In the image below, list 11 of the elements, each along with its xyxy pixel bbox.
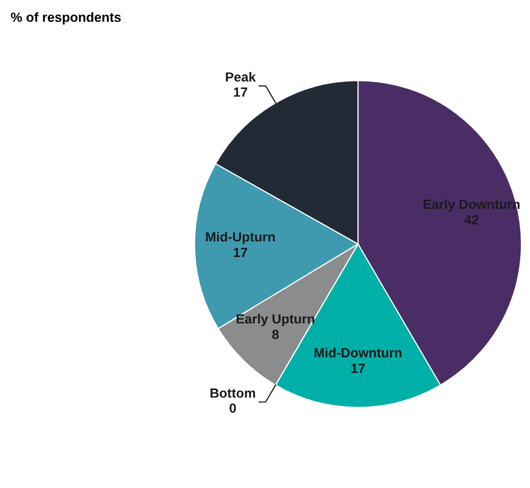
data-label: 8 <box>272 330 279 340</box>
data-label: 17 <box>351 364 365 373</box>
legend-label: Bottom <box>210 388 256 398</box>
slice-label: Peak <box>226 72 256 82</box>
data-label: 42 <box>464 215 478 224</box>
data-label: 17 <box>234 248 248 257</box>
text: 0 <box>230 403 236 413</box>
slice-label: Mid-Downturn <box>314 348 402 358</box>
text: % of respondents <box>10 12 121 24</box>
data-label: 17 <box>234 88 248 97</box>
slice-label: Mid-Upturn <box>206 232 275 244</box>
